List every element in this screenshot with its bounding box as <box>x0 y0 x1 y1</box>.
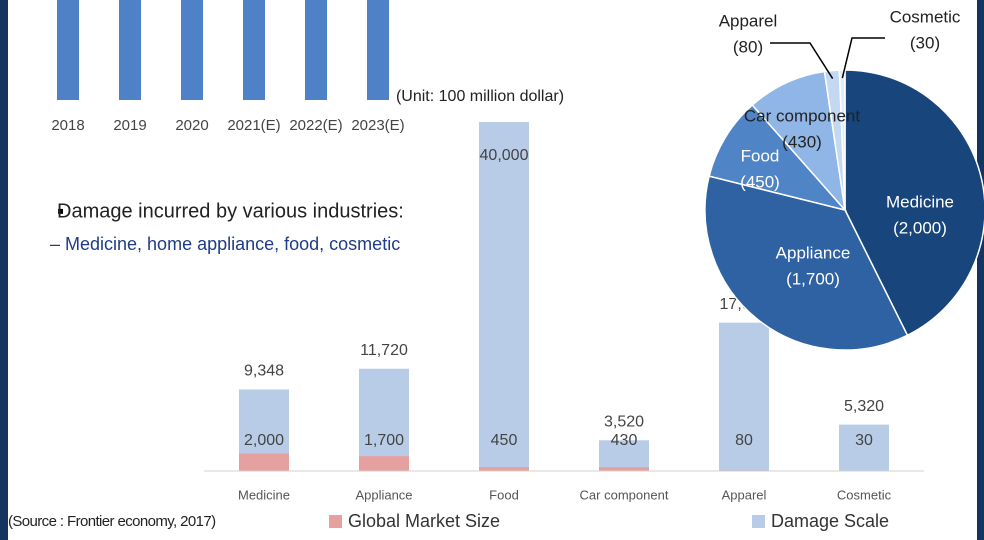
bar-chart <box>204 122 924 472</box>
x-tick-label: 2021(E) <box>227 117 280 134</box>
x-tick-label: Car component <box>580 487 669 502</box>
bar <box>479 122 529 471</box>
pie-value-label: (430) <box>782 132 822 151</box>
bullet-heading: Damage incurred by various industries: <box>57 200 404 222</box>
x-tick-label: Cosmetic <box>837 487 892 502</box>
leader-line <box>841 37 885 79</box>
source: (Source : Frontier economy, 2017) <box>8 513 216 530</box>
cropped-bar <box>119 0 141 100</box>
x-tick-label: 2020 <box>175 117 208 134</box>
x-tick-label: Appliance <box>355 487 412 502</box>
data-label: 1,700 <box>364 432 404 449</box>
data-label: 450 <box>491 432 518 449</box>
x-tick-label: 2018 <box>51 117 84 134</box>
pie-slice <box>704 175 909 351</box>
pie-label: Cosmetic <box>890 7 961 26</box>
pie-value-label: (30) <box>910 33 940 52</box>
data-label: 5,320 <box>844 398 884 415</box>
pie-slice <box>751 70 847 213</box>
leader-line <box>770 42 834 79</box>
bar <box>839 424 889 471</box>
x-tick-label: 2023(E) <box>351 117 404 134</box>
pie-slice <box>708 104 848 212</box>
pie-value-label: (450) <box>740 172 780 191</box>
cropped-bar <box>57 0 79 100</box>
legend-swatch <box>329 515 342 528</box>
bar <box>599 467 649 471</box>
pie-label: Medicine <box>886 192 954 211</box>
data-label: 40,000 <box>480 147 529 164</box>
data-label: 2,000 <box>244 432 284 449</box>
bar <box>239 453 289 471</box>
bar <box>479 467 529 471</box>
cropped-bar <box>181 0 203 100</box>
bullet-sub: – Medicine, home appliance, food, cosmet… <box>50 234 400 254</box>
pie-value-label: (1,700) <box>786 269 840 288</box>
bar <box>359 368 409 471</box>
data-label: 80 <box>735 432 753 449</box>
left-border <box>0 0 8 540</box>
x-tick-label: 2022(E) <box>289 117 342 134</box>
x-tick-label: 2019 <box>113 117 146 134</box>
data-label: 430 <box>611 432 638 449</box>
pie-label: Car component <box>744 106 861 125</box>
data-label: 9,348 <box>244 363 284 380</box>
pie-label: Apparel <box>719 11 778 30</box>
cropped-bar <box>305 0 327 100</box>
data-label: 11,720 <box>360 342 408 359</box>
bar <box>359 456 409 471</box>
legend-label: Damage Scale <box>771 511 889 531</box>
x-tick-label: Medicine <box>238 487 290 502</box>
pie-label: Food <box>741 146 780 165</box>
pie-label: Appliance <box>776 243 851 262</box>
right-border <box>977 0 984 540</box>
data-label: 3,520 <box>604 414 644 431</box>
legend-swatch <box>752 515 765 528</box>
pie-value-label: (2,000) <box>893 218 947 237</box>
x-tick-label: Food <box>489 487 519 502</box>
pie-slice <box>844 69 984 337</box>
unit-annotation: (Unit: 100 million dollar) <box>396 88 564 105</box>
legend-label: Global Market Size <box>348 511 500 531</box>
bar <box>719 322 769 471</box>
cropped-bar <box>243 0 265 100</box>
x-tick-label: Apparel <box>722 487 767 502</box>
bar <box>599 440 649 471</box>
data-label: 30 <box>855 432 873 449</box>
top-bars <box>57 0 389 100</box>
cropped-bar <box>367 0 389 100</box>
pie-value-label: (80) <box>733 37 763 56</box>
bullet-marker: ▪ <box>57 200 64 222</box>
